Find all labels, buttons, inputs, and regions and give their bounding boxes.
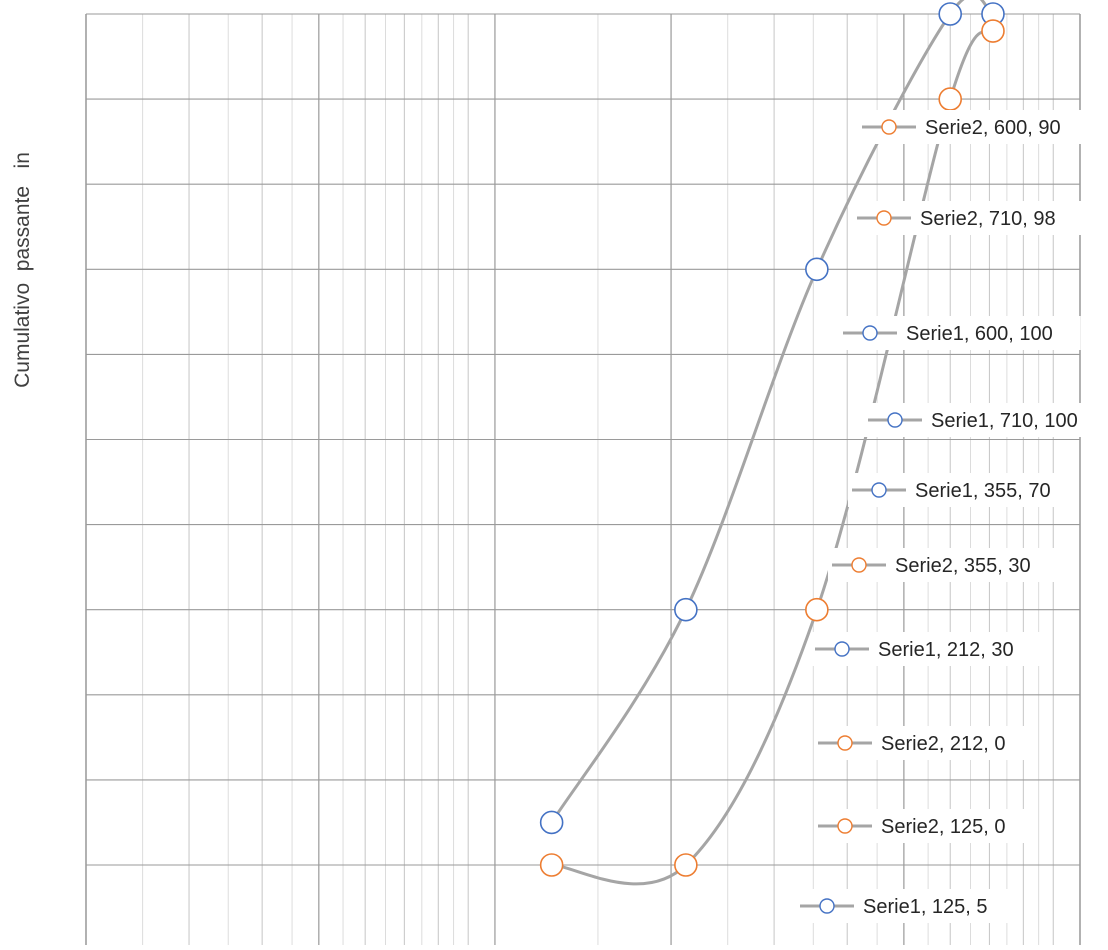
legend-key-marker [837, 735, 853, 751]
legend-key-marker [881, 119, 897, 135]
data-label: Serie2, 355, 30 [895, 555, 1031, 577]
data-label: Serie1, 125, 5 [863, 896, 988, 918]
legend-key-marker [876, 210, 892, 226]
data-labels: Serie2, 600, 90 Serie2, 710, 98 Serie1, 60… [796, 110, 1106, 923]
legend-key-marker [851, 557, 867, 573]
marker-serie2-1 [674, 853, 698, 877]
data-label: Serie2, 212, 0 [881, 733, 1006, 755]
data-label: Serie1, 355, 70 [915, 480, 1051, 502]
data-label: Serie1, 212, 30 [878, 639, 1014, 661]
series-markers [539, 2, 1005, 877]
data-label: Serie2, 600, 90 [925, 117, 1061, 139]
marker-serie2-4 [981, 19, 1005, 43]
data-label: Serie1, 710, 100 [931, 410, 1078, 432]
marker-serie1-0 [539, 810, 564, 835]
data-label: Serie1, 600, 100 [906, 323, 1053, 345]
data-label: Serie2, 710, 98 [920, 208, 1056, 230]
legend-key-marker [837, 818, 853, 834]
marker-serie1-3 [938, 2, 963, 26]
data-label: Serie2, 125, 0 [881, 816, 1006, 838]
marker-serie1-1 [674, 597, 698, 622]
legend-key-marker [887, 412, 903, 428]
y-axis-title: Cumulativo passante in [11, 152, 34, 388]
marker-serie1-2 [805, 257, 829, 282]
legend-key-marker [871, 482, 887, 498]
legend-key-marker [819, 898, 835, 914]
series-line-serie2 [550, 29, 995, 886]
legend-key-marker [862, 325, 878, 341]
marker-serie2-0 [539, 853, 564, 877]
legend-key-marker [834, 641, 850, 657]
marker-serie2-2 [805, 597, 829, 622]
marker-serie2-3 [938, 87, 963, 111]
major-gridlines [85, 13, 1081, 945]
